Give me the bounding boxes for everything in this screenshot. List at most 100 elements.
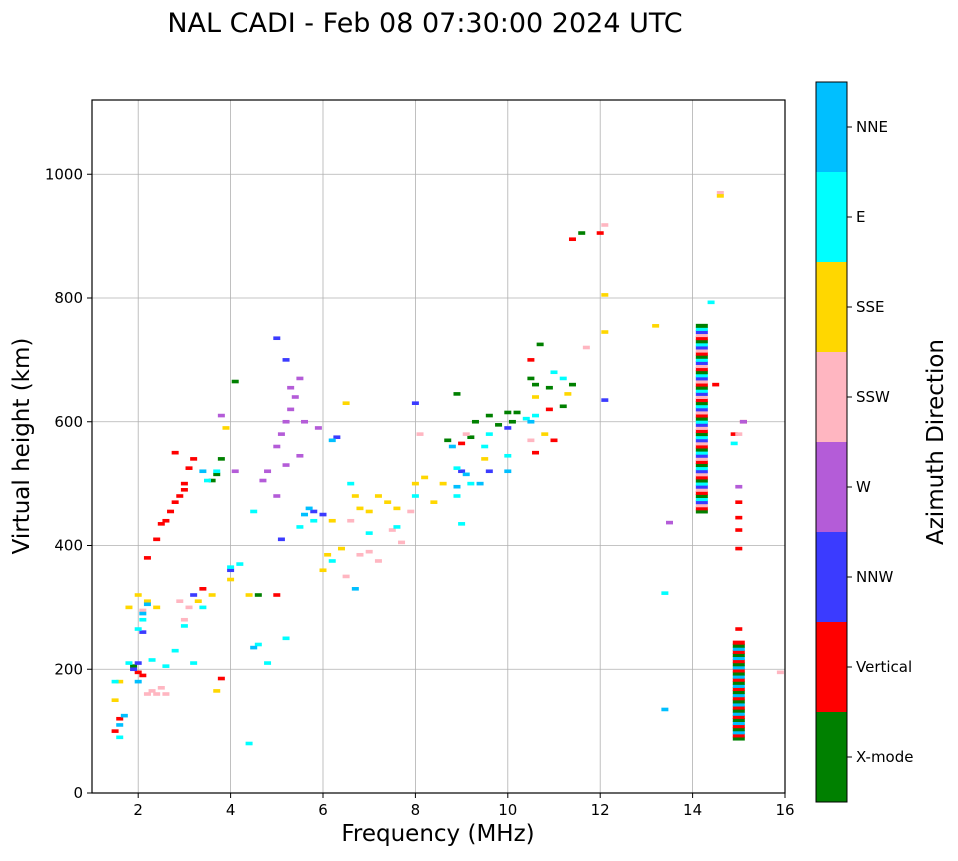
echo-column-segment (732, 656, 745, 661)
echo-column-segment (695, 385, 708, 390)
echo-column-segment (695, 429, 708, 434)
echo-point-e (139, 617, 147, 622)
echo-point-sse (337, 546, 345, 551)
echo-point-w (296, 453, 304, 458)
echo-point-e (296, 525, 304, 529)
echo-point-sse (439, 481, 447, 486)
echo-point-x-mode (254, 593, 262, 597)
echo-point-nnw (601, 398, 609, 402)
echo-point-e (199, 605, 207, 610)
echo-point-e (365, 531, 373, 535)
echo-point-x-mode (504, 410, 512, 415)
echo-column-segment (732, 683, 745, 688)
echo-column-segment (695, 360, 708, 365)
echo-point-x-mode (536, 342, 544, 347)
echo-column-segment (695, 444, 708, 449)
echo-point-vertical (735, 500, 743, 504)
echo-point-vertical (157, 522, 165, 526)
echo-column-segment (695, 469, 708, 474)
y-tick-label: 600 (54, 413, 83, 431)
colorbar-tick-label: NNE (856, 118, 888, 136)
echo-point-e (310, 518, 318, 523)
echo-point-sse (319, 568, 327, 573)
echo-column-segment (695, 422, 708, 427)
echo-column-segment (732, 730, 745, 735)
echo-point-x-mode (453, 392, 461, 396)
echo-point-vertical (545, 407, 553, 412)
echo-column-segment (695, 487, 708, 492)
x-tick-label: 14 (683, 801, 702, 819)
echo-column-segment (695, 357, 708, 362)
echo-point-nnw (139, 630, 147, 634)
y-tick-label: 800 (54, 289, 83, 307)
echo-column-segment (732, 662, 745, 667)
colorbar-segment-w (816, 442, 847, 532)
echo-point-w (666, 520, 673, 525)
echo-point-nnw (504, 426, 512, 430)
echo-point-e (532, 413, 540, 418)
echo-point-sse (365, 509, 373, 514)
echo-point-w (217, 413, 225, 418)
echo-point-ssw (374, 559, 382, 563)
echo-column-segment (695, 410, 708, 415)
echo-column-segment (732, 653, 745, 658)
echo-point-nne (301, 512, 309, 517)
echo-point-sse (194, 599, 202, 603)
echo-point-vertical (735, 515, 743, 520)
echo-point-vertical (153, 537, 161, 542)
echo-column-segment (695, 395, 708, 399)
echo-column-segment (695, 453, 708, 458)
echo-point-vertical (167, 509, 175, 514)
echo-column-segment (695, 382, 708, 387)
echo-point-x-mode (471, 419, 479, 424)
echo-column-segment (732, 677, 745, 682)
colorbar-frame (815, 81, 848, 803)
echo-point-ssw (176, 599, 184, 603)
echo-point-ssw (356, 552, 364, 557)
echo-point-nnw (458, 469, 466, 474)
echo-point-nne (134, 679, 142, 684)
echo-point-nne (504, 469, 512, 474)
echo-point-sse (564, 392, 572, 396)
echo-point-nne (120, 713, 128, 718)
x-axis-label: Frequency (MHz) (341, 821, 534, 847)
echo-point-ssw (527, 438, 535, 443)
echo-point-sse (601, 293, 609, 297)
echo-point-x-mode (231, 379, 239, 384)
echo-point-sse (111, 698, 119, 702)
echo-column-segment (695, 342, 708, 347)
echo-point-e (522, 416, 530, 421)
echo-column-segment (732, 714, 745, 719)
echo-column-segment (732, 724, 745, 729)
echo-column-segment (732, 702, 745, 707)
echo-point-nne (305, 506, 313, 511)
echo-point-x-mode (532, 382, 540, 387)
echo-point-ssw (388, 528, 396, 532)
echo-column-segment (732, 727, 745, 732)
echo-point-sse (125, 605, 133, 610)
echo-point-vertical (180, 481, 188, 486)
echo-point-vertical (550, 438, 558, 443)
echo-point-ssw (139, 608, 147, 613)
echo-point-sse (652, 324, 660, 328)
echo-point-x-mode (467, 435, 475, 440)
echo-point-vertical (735, 546, 743, 551)
echo-point-e (458, 522, 466, 526)
echo-point-ssw (716, 191, 724, 195)
x-tick-label: 16 (775, 801, 794, 819)
echo-point-w (296, 376, 304, 381)
echo-column-segment (695, 503, 708, 508)
x-tick-label: 4 (226, 801, 236, 819)
echo-point-ssw (157, 686, 165, 690)
echo-column-segment (732, 643, 745, 648)
echo-point-nnw (190, 593, 198, 597)
echo-column-segment (695, 419, 708, 424)
echo-point-e (467, 481, 475, 486)
echo-column-segment (695, 339, 708, 344)
echo-point-ssw (776, 670, 784, 675)
echo-column-segment (732, 674, 745, 679)
echo-point-e (162, 664, 170, 668)
echo-point-vertical (735, 627, 743, 631)
echo-column-segment (695, 345, 708, 350)
echo-point-w (231, 469, 239, 474)
